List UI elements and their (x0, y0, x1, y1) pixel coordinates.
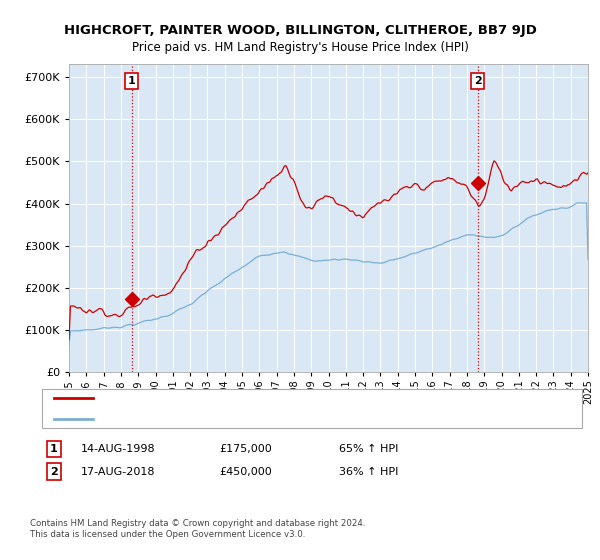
Text: 2: 2 (474, 76, 482, 86)
Text: 2: 2 (50, 466, 58, 477)
Text: HPI: Average price, detached house, Ribble Valley: HPI: Average price, detached house, Ribb… (96, 414, 345, 424)
Text: 1: 1 (50, 444, 58, 454)
Text: Price paid vs. HM Land Registry's House Price Index (HPI): Price paid vs. HM Land Registry's House … (131, 40, 469, 54)
Text: £450,000: £450,000 (219, 466, 272, 477)
Text: 17-AUG-2018: 17-AUG-2018 (81, 466, 155, 477)
Text: 1: 1 (128, 76, 136, 86)
Text: 65% ↑ HPI: 65% ↑ HPI (339, 444, 398, 454)
Text: £175,000: £175,000 (219, 444, 272, 454)
Text: 36% ↑ HPI: 36% ↑ HPI (339, 466, 398, 477)
Text: HIGHCROFT, PAINTER WOOD, BILLINGTON, CLITHEROE, BB7 9JD (detached house): HIGHCROFT, PAINTER WOOD, BILLINGTON, CLI… (96, 393, 505, 403)
Text: HIGHCROFT, PAINTER WOOD, BILLINGTON, CLITHEROE, BB7 9JD: HIGHCROFT, PAINTER WOOD, BILLINGTON, CLI… (64, 24, 536, 38)
Text: 14-AUG-1998: 14-AUG-1998 (81, 444, 155, 454)
Text: Contains HM Land Registry data © Crown copyright and database right 2024.
This d: Contains HM Land Registry data © Crown c… (30, 520, 365, 539)
